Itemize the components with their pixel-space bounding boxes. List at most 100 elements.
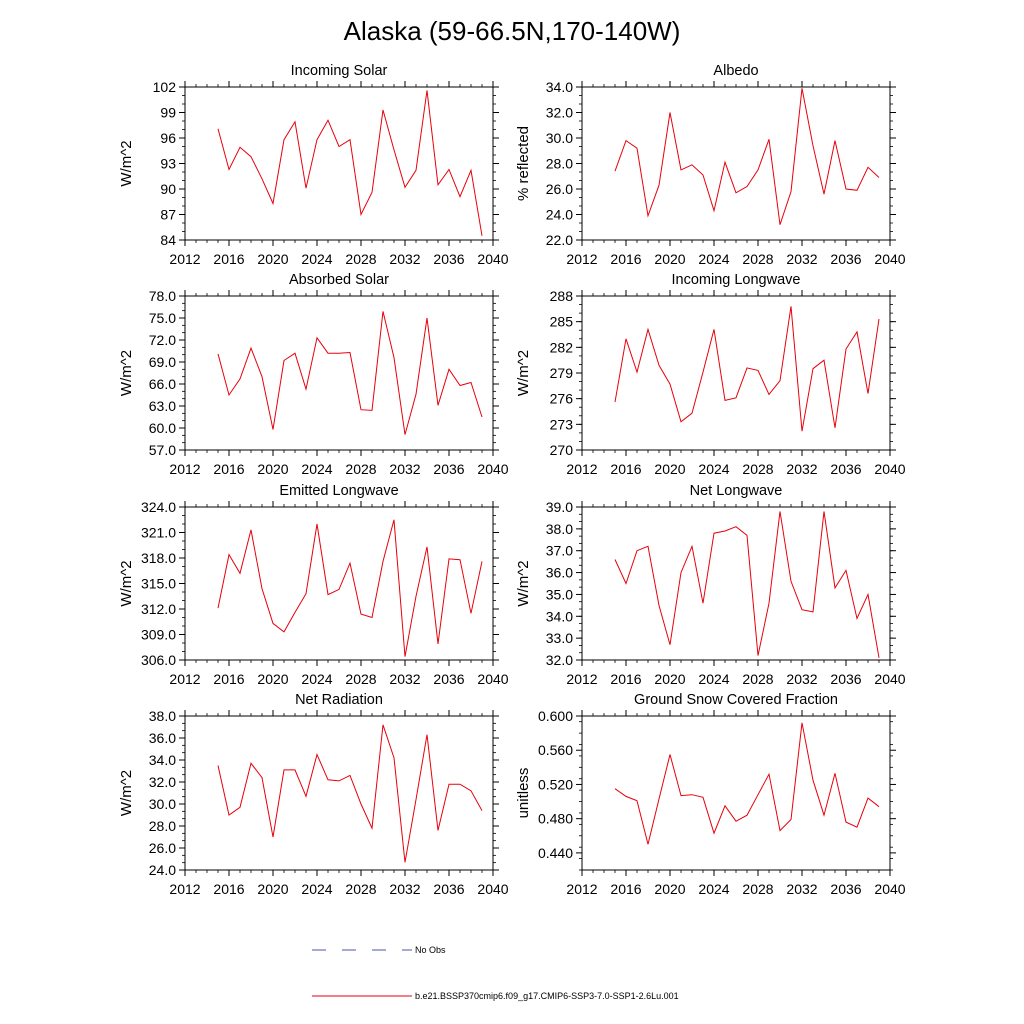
x-tick-label: 2028 [345,881,376,897]
x-tick-label: 2016 [610,671,641,687]
y-axis-label: W/m^2 [118,770,135,816]
y-tick-label: 99 [160,105,176,121]
x-tick-label: 2036 [433,461,464,477]
x-tick-label: 2024 [301,881,332,897]
y-tick-label: 315.0 [141,576,176,592]
x-tick-label: 2012 [169,461,200,477]
x-tick-label: 2024 [301,251,332,267]
x-tick-label: 2012 [169,671,200,687]
y-axis-label: W/m^2 [118,560,135,606]
panel-4: Incoming Longwave W/m^2 2012 2016 2020 2024 20… [515,272,906,477]
y-tick-label: 318.0 [141,550,176,566]
panel-2: Albedo % reflected 2012 2016 2020 2024 2028 203… [515,63,906,267]
x-tick-label: 2040 [874,251,905,267]
series-line [614,88,880,225]
x-tick-label: 2036 [433,671,464,687]
x-tick-label: 2016 [610,461,641,477]
panels: Incoming Solar W/m^2 2012 2016 2020 2024 2028 2… [118,63,906,897]
y-tick-label: 0.480 [538,811,573,827]
x-tick-label: 2040 [874,671,905,687]
y-tick-label: 38.0 [149,708,176,724]
x-tick-label: 2020 [654,671,685,687]
x-tick-label: 2012 [566,461,597,477]
plot-frame [581,715,891,871]
y-tick-label: 28.0 [546,156,573,172]
x-tick-label: 2032 [389,251,420,267]
y-tick-label: 34.0 [149,752,176,768]
x-tick-label: 2012 [169,251,200,267]
x-tick-label: 2040 [477,881,508,897]
panel-5: Emitted Longwave W/m^2 2012 2016 2020 2024 202… [118,483,509,687]
x-tick-label: 2024 [301,461,332,477]
x-tick-label: 2028 [345,461,376,477]
series-line [217,311,483,435]
series-line [217,90,483,236]
x-tick-label: 2016 [610,251,641,267]
y-tick-label: 72.0 [149,332,176,348]
panel-title: Net Longwave [690,483,783,499]
x-tick-label: 2016 [213,461,244,477]
panel-title: Incoming Longwave [672,272,801,288]
x-tick-label: 2020 [654,461,685,477]
x-tick-label: 2024 [698,251,729,267]
x-tick-label: 2020 [257,461,288,477]
y-tick-label: 87 [160,207,176,223]
panel-3: Absorbed Solar W/m^2 2012 2016 2020 2024 2028 2… [118,272,509,477]
x-tick-label: 2032 [389,461,420,477]
x-tick-label: 2032 [786,881,817,897]
y-tick-label: 32.0 [546,105,573,121]
x-tick-label: 2028 [345,251,376,267]
y-tick-label: 90 [160,181,176,197]
y-tick-label: 309.0 [141,627,176,643]
y-tick-label: 288 [550,288,574,304]
panel-1: Incoming Solar W/m^2 2012 2016 2020 2024 2028 2… [118,63,509,267]
y-tick-label: 36.0 [149,730,176,746]
x-tick-label: 2024 [301,671,332,687]
x-tick-label: 2024 [698,881,729,897]
x-tick-label: 2036 [830,881,861,897]
y-tick-label: 26.0 [149,840,176,856]
y-tick-label: 34.0 [546,608,573,624]
x-tick-label: 2024 [698,671,729,687]
y-tick-label: 33.0 [546,630,573,646]
y-tick-label: 96 [160,130,176,146]
y-tick-label: 30.0 [149,796,176,812]
y-tick-label: 35.0 [546,586,573,602]
y-tick-label: 312.0 [141,601,176,617]
plot-frame [581,86,891,241]
x-tick-label: 2036 [830,461,861,477]
y-axis-label: % reflected [515,126,532,201]
x-tick-label: 2016 [610,881,641,897]
y-tick-label: 36.0 [546,565,573,581]
y-tick-label: 285 [550,314,574,330]
panel-6: Net Longwave W/m^2 2012 2016 2020 2024 2028 203… [515,483,906,687]
y-tick-label: 324.0 [141,499,176,515]
y-tick-label: 93 [160,156,176,172]
x-tick-label: 2032 [389,671,420,687]
legend: No Obs b.e21.BSSP370cmip6.f09_g17.CMIP6-… [312,945,679,1001]
y-tick-label: 75.0 [149,310,176,326]
y-axis-label: W/m^2 [118,350,135,396]
x-tick-label: 2028 [742,671,773,687]
y-tick-label: 279 [550,365,574,381]
y-tick-label: 0.600 [538,708,573,724]
x-tick-label: 2016 [213,251,244,267]
y-tick-label: 276 [550,391,574,407]
y-tick-label: 39.0 [546,499,573,515]
y-tick-label: 28.0 [149,818,176,834]
y-tick-label: 78.0 [149,288,176,304]
main-title: Alaska (59-66.5N,170-140W) [344,16,681,46]
x-tick-label: 2016 [213,881,244,897]
x-tick-label: 2040 [477,251,508,267]
panel-title: Ground Snow Covered Fraction [634,692,838,708]
y-tick-label: 102 [153,79,177,95]
x-tick-label: 2024 [698,461,729,477]
x-tick-label: 2032 [786,461,817,477]
x-tick-label: 2036 [830,671,861,687]
plot-frame [581,506,891,661]
x-tick-label: 2012 [566,251,597,267]
x-tick-label: 2032 [786,671,817,687]
panel-8: Ground Snow Covered Fraction unitless 2012… [515,692,906,897]
panel-title: Incoming Solar [291,63,388,79]
